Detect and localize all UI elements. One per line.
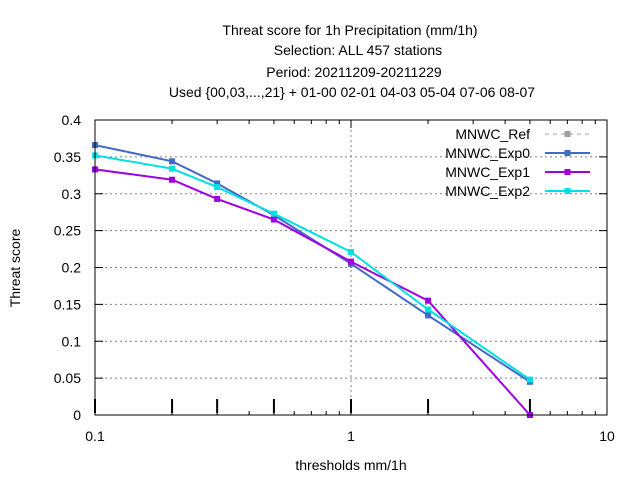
y-tick-label: 0.25	[54, 223, 81, 239]
data-point-mnwc-exp1	[169, 176, 176, 183]
data-point-mnwc-exp2	[169, 165, 176, 172]
x-tick-label: 1	[347, 428, 355, 444]
data-point-mnwc-exp2	[270, 210, 277, 217]
y-tick-label: 0.2	[62, 260, 82, 276]
data-point-mnwc-exp1	[348, 258, 354, 265]
y-tick-label: 0.3	[62, 186, 82, 202]
title-line-1: Threat score for 1h Precipitation (mm/1h…	[222, 22, 477, 38]
data-point-mnwc-exp1	[425, 297, 432, 304]
y-tick-label: 0.4	[62, 112, 82, 128]
y-axis-title: Threat score	[7, 228, 23, 307]
data-point-mnwc-exp2	[214, 184, 221, 191]
x-axis-title: thresholds mm/1h	[295, 457, 406, 473]
legend-marker-mnwc-exp2	[564, 188, 571, 194]
y-tick-label: 0	[73, 407, 81, 423]
data-point-mnwc-exp0	[169, 158, 176, 165]
legend-label-mnwc-exp1: MNWC_Exp1	[445, 164, 530, 180]
data-point-mnwc-exp2	[348, 249, 354, 256]
title-line-4: Used {00,03,...,21} + 01-00 02-01 04-03 …	[169, 84, 535, 100]
plot-frame	[94, 119, 608, 416]
y-tick-label: 0.35	[54, 149, 81, 165]
legend-label-mnwc-exp0: MNWC_Exp0	[445, 145, 530, 161]
x-tick-label: 0.1	[85, 428, 105, 444]
x-tick-label: 10	[599, 428, 615, 444]
y-tick-label: 0.05	[54, 370, 81, 386]
legend-label-mnwc-ref: MNWC_Ref	[455, 126, 530, 142]
data-point-mnwc-exp2	[425, 306, 432, 313]
series-line-mnwc-exp0	[94, 144, 531, 383]
legend-marker-mnwc-exp0	[564, 150, 571, 156]
legend-marker-mnwc-exp1	[564, 169, 571, 175]
legend-marker-mnwc-ref	[564, 131, 571, 137]
chart-title: Threat score for 1h Precipitation (mm/1h…	[169, 22, 535, 100]
title-line-2: Selection: ALL 457 stations	[274, 42, 442, 58]
grid	[95, 120, 607, 415]
data-point-mnwc-exp0	[425, 312, 432, 319]
legend: MNWC_Ref MNWC_Exp0 MNWC_Exp1 MNWC_Exp2	[445, 126, 590, 199]
legend-label-mnwc-exp2: MNWC_Exp2	[445, 183, 530, 199]
data-point-mnwc-exp1	[214, 195, 221, 202]
title-line-3: Period: 20211209-20211229	[266, 64, 442, 80]
axis-ticks: 0 0.05 0.1 0.15 0.2 0.25 0.3 0.35 0.4 0.1 1 10	[54, 112, 615, 444]
data-point-mnwc-exp1	[270, 216, 277, 223]
y-tick-label: 0.1	[62, 333, 82, 349]
data-point-mnwc-exp0	[214, 180, 221, 187]
data-point-mnwc-exp2	[526, 376, 533, 383]
y-tick-label: 0.15	[54, 296, 81, 312]
